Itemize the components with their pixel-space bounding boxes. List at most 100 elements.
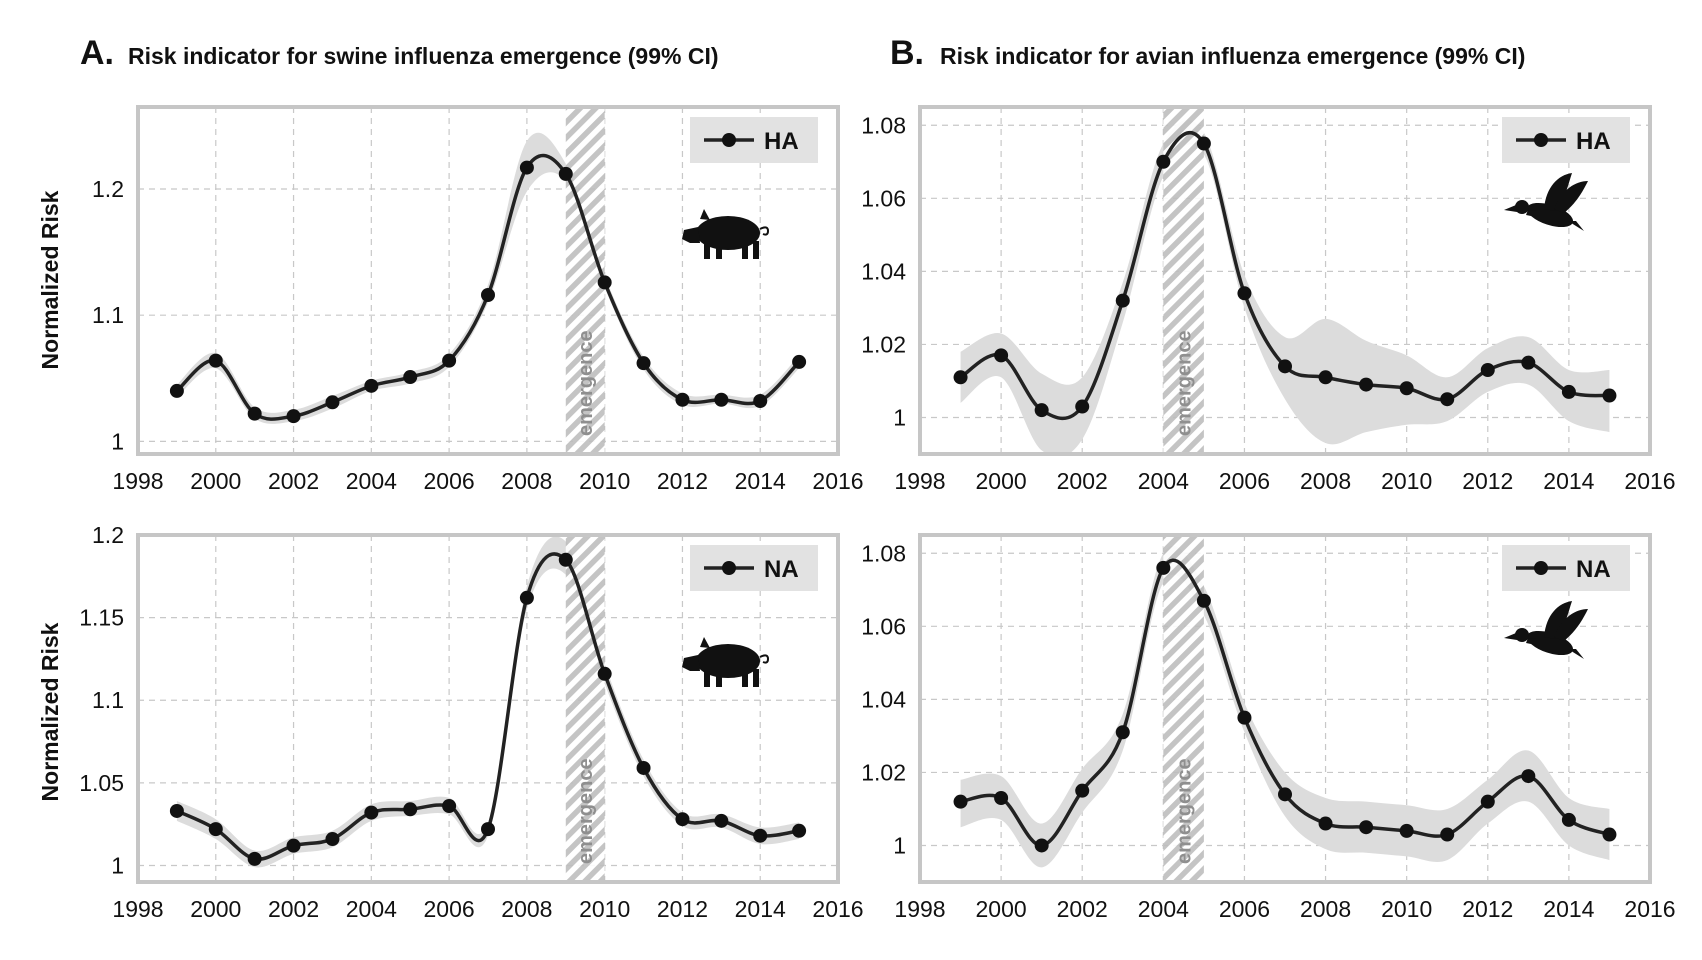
y-tick-label: 1.04 <box>861 686 906 712</box>
data-point <box>675 392 690 407</box>
data-point <box>753 394 768 409</box>
data-point <box>792 354 807 369</box>
ci-band <box>176 132 800 424</box>
data-point <box>364 378 379 393</box>
x-tick-label: 2008 <box>501 468 552 494</box>
data-point <box>169 803 184 818</box>
x-tick-label: 1998 <box>112 468 163 494</box>
x-tick-label: 2006 <box>1219 468 1270 494</box>
pig-icon <box>682 637 770 687</box>
chart-panel-avian-na: emergence 1998 2000 2002 2004 2006 2008 2010 201… <box>861 533 1676 922</box>
x-tick-label: 2008 <box>501 896 552 922</box>
data-point <box>1237 286 1252 301</box>
x-tick-label: 2014 <box>1543 468 1594 494</box>
data-point <box>481 288 495 303</box>
x-tick-label: 2016 <box>812 468 863 494</box>
x-tick-label: 1998 <box>894 468 945 494</box>
x-tick-label: 1998 <box>894 896 945 922</box>
x-tick-label: 2006 <box>1219 896 1270 922</box>
data-point <box>1521 355 1536 370</box>
emergence-label: emergence <box>1174 758 1196 864</box>
y-axis-label-top: Normalized Risk <box>37 190 63 369</box>
plot-area <box>169 535 807 882</box>
data-point <box>403 370 418 385</box>
x-tick-label: 2002 <box>1057 468 1108 494</box>
data-point <box>247 406 262 421</box>
data-point <box>1561 384 1576 399</box>
data-point <box>1359 820 1374 835</box>
data-point <box>675 812 690 827</box>
x-tick-label: 2010 <box>1381 896 1432 922</box>
data-point <box>1278 359 1292 374</box>
x-tick-label: 2000 <box>976 468 1027 494</box>
chart-panel-swine-na: emergence 1998 2000 2002 2004 2006 2008 2010 201… <box>79 522 863 922</box>
data-point <box>1480 794 1495 809</box>
data-point <box>1561 812 1576 827</box>
x-tick-label: 1998 <box>112 896 163 922</box>
duck-icon <box>1504 601 1588 659</box>
plot-frame <box>136 533 840 884</box>
legend: NA <box>1502 545 1630 591</box>
data-point <box>1359 377 1374 392</box>
y-tick-label: 1 <box>111 852 124 878</box>
x-tick-label: 2016 <box>812 896 863 922</box>
data-point <box>1440 827 1455 842</box>
ci-band <box>960 119 1610 454</box>
legend-label: HA <box>764 128 799 155</box>
x-tick-label: 2012 <box>657 468 708 494</box>
data-point <box>994 790 1009 805</box>
y-tick-label: 1.1 <box>92 687 124 713</box>
y-tick-label: 1.05 <box>79 770 124 796</box>
x-tick-label: 2000 <box>190 468 241 494</box>
data-point <box>1156 154 1171 169</box>
data-point <box>714 392 729 407</box>
emergence-band <box>1163 107 1204 454</box>
legend: NA <box>690 545 818 591</box>
legend-marker <box>1534 561 1548 575</box>
data-point <box>753 828 768 843</box>
data-point <box>1399 823 1414 838</box>
data-point <box>1602 827 1617 842</box>
x-tick-label: 2014 <box>735 468 786 494</box>
x-tick-label: 2016 <box>1624 468 1675 494</box>
emergence-label: emergence <box>575 330 597 436</box>
pig-icon <box>682 209 770 259</box>
ci-band <box>960 545 1610 868</box>
legend: HA <box>690 117 818 163</box>
x-tick-label: 2004 <box>1138 468 1189 494</box>
x-tick-label: 2014 <box>1543 896 1594 922</box>
emergence-label: emergence <box>575 758 597 864</box>
data-point <box>1278 787 1292 802</box>
plot-frame <box>918 533 1652 884</box>
emergence-label: emergence <box>1174 330 1196 436</box>
y-tick-label: 1.1 <box>92 302 124 328</box>
data-point <box>286 838 301 853</box>
data-point <box>953 370 968 385</box>
plot-area <box>169 107 807 454</box>
x-tick-label: 2012 <box>657 896 708 922</box>
y-tick-label: 1.06 <box>861 613 906 639</box>
data-point <box>1156 560 1171 575</box>
y-axis-label-bottom: Normalized Risk <box>37 622 63 801</box>
x-tick-label: 2002 <box>1057 896 1108 922</box>
data-point <box>1440 392 1455 407</box>
panel-title-b: Risk indicator for avian influenza emerg… <box>940 43 1525 69</box>
panel-letter-b: B. <box>890 34 924 72</box>
y-tick-label: 1.2 <box>92 522 124 548</box>
legend: HA <box>1502 117 1630 163</box>
x-tick-label: 2012 <box>1462 896 1513 922</box>
data-point <box>1115 293 1130 308</box>
data-point <box>1602 388 1617 403</box>
x-tick-label: 2002 <box>268 896 319 922</box>
data-point <box>636 760 651 775</box>
y-tick-label: 1.08 <box>861 112 906 138</box>
data-point <box>1196 136 1211 151</box>
data-point <box>481 822 495 837</box>
chart-panel-swine-ha: emergence 1998 2000 2002 2004 2006 2008 2010 201… <box>92 105 864 494</box>
x-tick-label: 2014 <box>735 896 786 922</box>
y-tick-label: 1.15 <box>79 605 124 631</box>
data-point <box>636 356 651 371</box>
x-tick-label: 2004 <box>346 896 397 922</box>
data-point <box>1075 783 1090 798</box>
